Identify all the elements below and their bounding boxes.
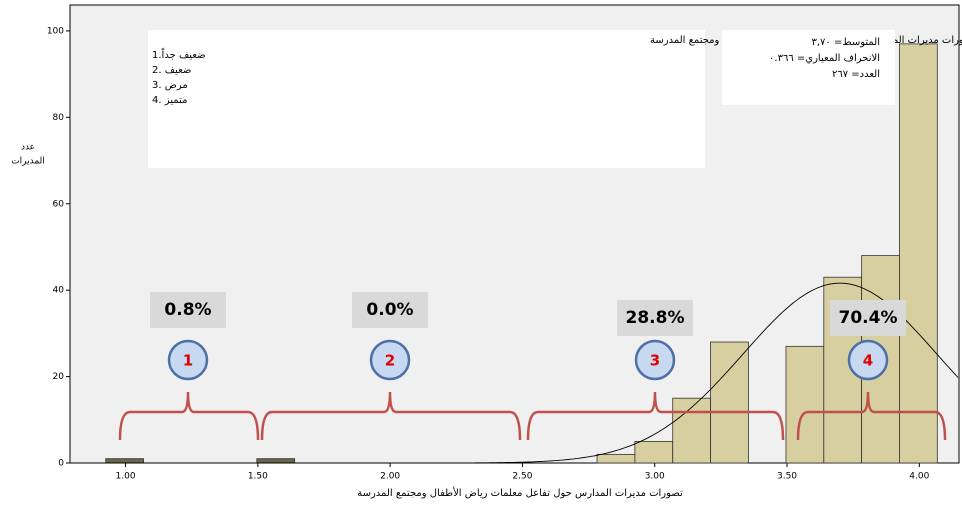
x-axis-label: تصورات مديرات المدارس حول تفاعل معلمات ر… bbox=[357, 486, 683, 499]
bracket bbox=[526, 391, 785, 441]
normal-curve bbox=[70, 282, 959, 464]
bracket bbox=[118, 391, 260, 441]
number-circle bbox=[634, 339, 676, 381]
bar bbox=[105, 458, 144, 464]
y-axis-label: عدد bbox=[21, 143, 35, 153]
x-tick-label: 2.00 bbox=[380, 472, 400, 482]
number-label: 2 bbox=[385, 352, 395, 370]
bar bbox=[899, 43, 938, 464]
x-tick-label: 3.00 bbox=[645, 472, 665, 482]
number-circle bbox=[847, 339, 889, 381]
stats-line: المتوسط= ٣,٧٠ bbox=[811, 37, 880, 48]
number-circle bbox=[369, 339, 411, 381]
x-tick-label: 1.50 bbox=[248, 472, 268, 482]
bar bbox=[634, 440, 674, 464]
y-tick-label: 20 bbox=[53, 372, 65, 382]
number-circle bbox=[167, 339, 209, 381]
y-tick-label: 0 bbox=[58, 459, 64, 469]
percent-label: 0.8% bbox=[164, 300, 211, 320]
y-tick-label: 40 bbox=[53, 286, 65, 296]
percent-label: 28.8% bbox=[626, 308, 685, 328]
percent-box bbox=[352, 292, 428, 328]
percent-label: 0.0% bbox=[366, 300, 413, 320]
stats-box bbox=[722, 30, 895, 105]
x-tick-label: 3.50 bbox=[777, 472, 797, 482]
stats-line: الانحراف المعياري= ٠.٣٦٦ bbox=[769, 53, 880, 64]
legend-item: مرض .3 bbox=[152, 80, 188, 91]
percent-label: 70.4% bbox=[839, 308, 898, 328]
bar bbox=[596, 453, 636, 464]
legend-box bbox=[148, 30, 705, 168]
x-tick-label: 1.00 bbox=[116, 472, 136, 482]
bar bbox=[672, 397, 711, 464]
number-label: 1 bbox=[183, 352, 193, 370]
percent-box bbox=[830, 300, 906, 336]
x-tick-label: 2.50 bbox=[512, 472, 532, 482]
bar bbox=[710, 341, 749, 464]
bracket bbox=[260, 391, 522, 441]
bar bbox=[256, 458, 296, 464]
bracket bbox=[796, 391, 947, 441]
y-tick-label: 100 bbox=[47, 26, 64, 36]
stats-line: العدد= ٢٦٧ bbox=[832, 69, 880, 80]
percent-box bbox=[617, 300, 693, 336]
percent-box bbox=[150, 292, 226, 328]
x-tick-label: 4.00 bbox=[909, 472, 929, 482]
legend-item: ضعيف جداً.1 bbox=[152, 47, 206, 61]
legend-item: ضعيف .2 bbox=[152, 65, 191, 76]
legend-item: متميز .4 bbox=[152, 95, 187, 106]
number-label: 3 bbox=[650, 352, 660, 370]
y-tick-label: 80 bbox=[53, 113, 65, 123]
y-axis-label: المديرات bbox=[11, 157, 45, 167]
bar bbox=[785, 345, 825, 464]
y-tick-label: 60 bbox=[53, 199, 65, 209]
number-label: 4 bbox=[863, 352, 873, 370]
